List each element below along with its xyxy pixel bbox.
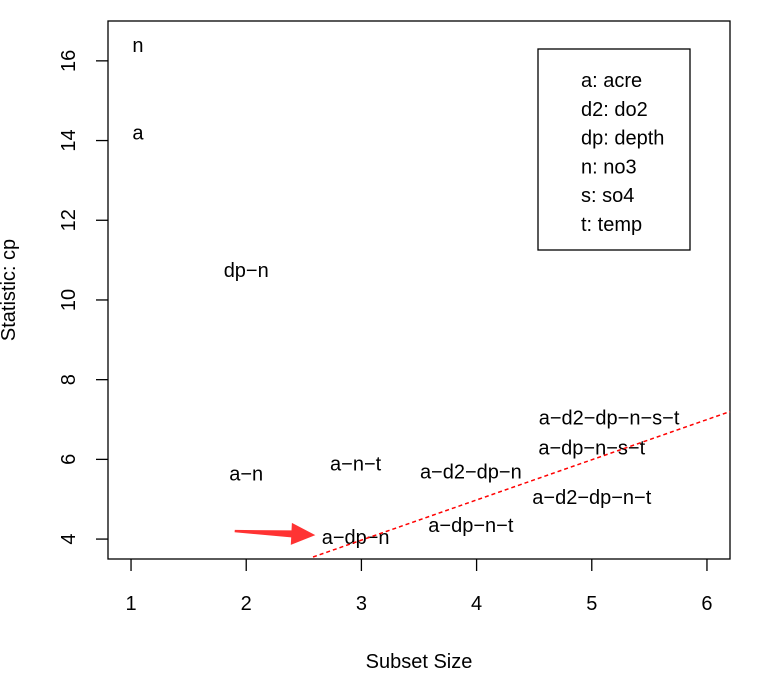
point-label: a−n−t xyxy=(330,453,382,475)
y-tick-label: 10 xyxy=(58,289,80,311)
point-label: a xyxy=(132,123,144,145)
x-tick-label: 3 xyxy=(356,593,367,615)
y-tick-label: 14 xyxy=(58,129,80,151)
arrow-marker xyxy=(234,522,316,545)
x-tick-label: 5 xyxy=(586,593,597,615)
legend-entry: dp: depth xyxy=(581,128,664,150)
legend-entry: s: so4 xyxy=(581,185,634,207)
y-axis-title: Statistic: cp xyxy=(0,239,20,341)
legend-entry: t: temp xyxy=(581,214,642,236)
point-label: a−d2−dp−n xyxy=(420,461,522,483)
x-tick-label: 2 xyxy=(241,593,252,615)
x-axis-title: Subset Size xyxy=(366,651,473,673)
x-axis: 1 2 3 4 5 6 xyxy=(125,559,713,615)
y-tick-label: 16 xyxy=(58,50,80,72)
x-tick-label: 6 xyxy=(701,593,712,615)
legend-entry: a: acre xyxy=(581,70,642,92)
legend-entry: n: no3 xyxy=(581,156,637,178)
annotations xyxy=(234,410,731,558)
x-tick-label: 1 xyxy=(125,593,136,615)
point-label: a−d2−dp−n−t xyxy=(532,487,651,509)
legend-box xyxy=(537,48,691,251)
x-tick-label: 4 xyxy=(471,593,482,615)
legend-entry: d2: do2 xyxy=(581,99,648,121)
legend-entries: a: acre d2: do2 dp: depth n: no3 s: so4 t: te… xyxy=(581,70,664,236)
point-label: a−d2−dp−n−s−t xyxy=(539,408,680,430)
y-tick-label: 6 xyxy=(58,454,80,465)
y-tick-label: 8 xyxy=(58,374,80,385)
point-label: a−n xyxy=(229,463,263,485)
point-label: n xyxy=(132,35,143,57)
point-labels: n a dp−n a−n a−dp−n a−n−t a−d2−dp−n a−dp−n−t a−d… xyxy=(132,35,679,549)
point-label: a−dp−n xyxy=(322,527,390,549)
reference-line xyxy=(312,410,731,558)
point-label: dp−n xyxy=(224,260,269,282)
legend: a: acre d2: do2 dp: depth n: no3 s: so4 t: te… xyxy=(537,48,691,251)
y-tick-label: 4 xyxy=(58,534,80,545)
point-label: a−dp−n−t xyxy=(428,515,514,537)
y-tick-label: 12 xyxy=(58,209,80,231)
y-axis: 4 6 8 10 12 14 16 xyxy=(58,50,108,545)
plot-frame xyxy=(107,20,731,560)
point-label: a−dp−n−s−t xyxy=(538,437,645,459)
